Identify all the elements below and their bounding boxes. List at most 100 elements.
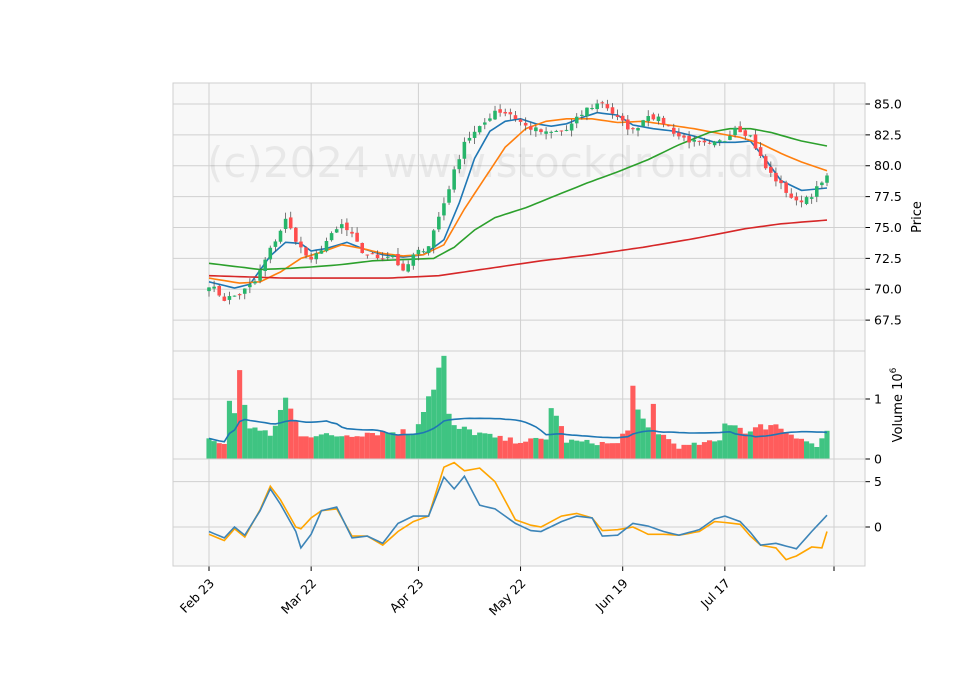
- volume-bar: [778, 428, 784, 459]
- volume-bar: [661, 434, 667, 459]
- volume-bar: [313, 436, 319, 459]
- volume-bar: [814, 446, 820, 459]
- price-axis-label: Price: [910, 201, 925, 233]
- candle-body: [416, 249, 421, 255]
- candle-body: [324, 241, 329, 252]
- oscillator-grid: [173, 459, 865, 566]
- candle-body: [549, 131, 553, 133]
- volume-bar: [676, 448, 682, 459]
- volume-bar: [410, 433, 416, 459]
- volume-bar: [783, 432, 789, 459]
- volume-bar: [405, 433, 411, 459]
- price-panel: (c)2024 www.stockdroid.de 67.5 70.0 72.5 75…: [173, 83, 925, 351]
- candle-body: [411, 254, 416, 266]
- candle-body: [273, 241, 278, 247]
- volume-bar: [717, 440, 723, 459]
- candle-body: [779, 180, 783, 184]
- volume-bar: [298, 436, 304, 459]
- candle-body: [421, 251, 426, 253]
- volume-bar: [436, 367, 442, 459]
- candle-body: [748, 135, 753, 137]
- volume-y-axis: 01: [865, 392, 882, 467]
- candle-body: [503, 111, 508, 114]
- volume-bar: [257, 430, 263, 459]
- volume-axis-label: Volume 106: [889, 367, 906, 442]
- candle-body: [365, 254, 370, 256]
- volume-axis-label-text: Volume 10: [891, 373, 906, 442]
- oscillator-y-axis: 05: [865, 474, 882, 535]
- volume-bar: [395, 435, 401, 459]
- volume-bar: [466, 429, 473, 459]
- volume-bar: [334, 436, 340, 459]
- candle-body: [462, 141, 467, 159]
- volume-bar: [701, 442, 707, 459]
- candle-body: [641, 120, 645, 127]
- candle-body: [769, 166, 773, 173]
- x-tick-label: Mar 22: [278, 576, 319, 617]
- volume-bar: [630, 385, 636, 459]
- candle-body: [334, 229, 339, 233]
- moving-average-lines: [208, 111, 828, 289]
- volume-bar: [758, 424, 764, 459]
- volume-bar: [671, 443, 677, 459]
- volume-average-line: [208, 417, 828, 443]
- candle-body: [396, 253, 400, 266]
- volume-bar: [712, 441, 718, 459]
- candle-body: [539, 129, 543, 133]
- volume-bar: [538, 438, 544, 459]
- price-tick-label: 82.5: [874, 127, 902, 142]
- volume-bar: [303, 436, 309, 459]
- x-axis: Feb 23 Mar 22 Apr 23 May 22 Jun 19 Jul 17: [177, 566, 835, 618]
- volume-tick-label: 1: [874, 392, 882, 407]
- x-tick-label: Feb 23: [177, 576, 217, 616]
- volume-bar: [584, 439, 590, 459]
- candle-body: [580, 114, 584, 116]
- candle-body: [712, 141, 717, 146]
- volume-ma-line: [208, 417, 828, 443]
- candle-body: [263, 259, 267, 271]
- candle-body: [717, 140, 722, 142]
- candle-body: [472, 131, 477, 138]
- candle-body: [319, 250, 324, 254]
- candle-body: [237, 294, 242, 296]
- volume-bar: [548, 408, 554, 459]
- candle-body: [564, 129, 569, 131]
- oscillator-tick-label: 5: [874, 474, 882, 489]
- volume-bar: [666, 439, 672, 459]
- candle-body: [687, 135, 691, 143]
- volume-bar: [441, 355, 447, 459]
- volume-bar: [553, 415, 559, 459]
- volume-bar: [706, 440, 713, 459]
- volume-bar: [747, 431, 753, 459]
- candle-body: [493, 110, 497, 120]
- volume-bar: [768, 425, 774, 459]
- volume-bar: [242, 404, 248, 459]
- candle-body: [620, 115, 625, 121]
- volume-bar: [231, 413, 238, 459]
- ma_fast-line: [208, 111, 828, 289]
- volume-bar: [558, 426, 564, 459]
- candle-body: [278, 230, 283, 242]
- candle-body: [590, 108, 594, 110]
- candle-body: [523, 122, 528, 126]
- x-tick-label: Jun 19: [592, 575, 631, 614]
- candle-body: [661, 117, 666, 125]
- candle-body: [431, 230, 436, 248]
- candle-body: [723, 141, 727, 143]
- volume-bar: [686, 444, 692, 459]
- candle-body: [814, 186, 819, 197]
- volume-bar: [482, 433, 488, 459]
- volume-bar: [645, 427, 651, 459]
- volume-bar: [226, 400, 232, 459]
- volume-bar: [451, 425, 457, 459]
- candle-body: [605, 104, 610, 109]
- ma_mid-line: [208, 118, 828, 284]
- volume-bar: [809, 443, 815, 459]
- candle-body: [309, 256, 313, 260]
- volume-bar: [655, 434, 662, 459]
- candle-body: [820, 182, 824, 186]
- candle-body: [595, 103, 599, 110]
- candle-body: [288, 217, 293, 229]
- candle-body: [222, 296, 227, 301]
- candle-body: [488, 118, 492, 121]
